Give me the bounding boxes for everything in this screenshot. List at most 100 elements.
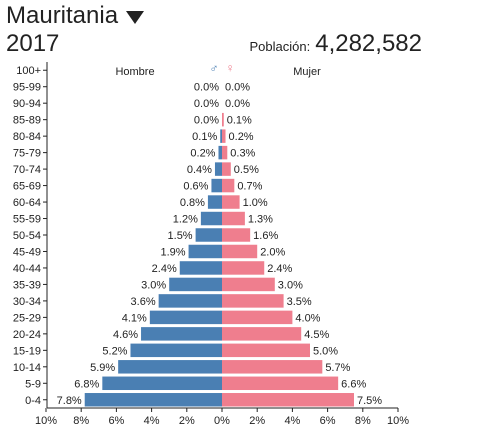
female-bar <box>222 310 293 325</box>
male-bar <box>200 211 222 226</box>
male-value-label: 1.9% <box>160 246 185 258</box>
female-bar <box>222 244 258 259</box>
female-bar <box>222 343 310 358</box>
country-selector[interactable]: Mauritania <box>6 2 145 30</box>
population-label: Población: <box>249 39 311 54</box>
female-value-label: 2.0% <box>260 246 285 258</box>
female-value-label: 1.0% <box>243 197 268 209</box>
male-bar <box>84 393 222 407</box>
male-series-label: Hombre <box>115 66 154 78</box>
female-value-label: 3.5% <box>287 296 312 308</box>
male-value-label: 1.2% <box>173 214 198 226</box>
male-value-label: 0.6% <box>183 181 208 193</box>
age-group-label: 80-84 <box>13 131 41 143</box>
female-bar <box>222 277 275 292</box>
male-bar <box>179 261 222 275</box>
male-value-label: 4.1% <box>122 312 147 324</box>
male-value-label: 3.0% <box>141 279 166 291</box>
female-value-label: 7.5% <box>357 395 382 407</box>
male-bar <box>118 360 222 374</box>
male-value-label: 3.6% <box>131 296 156 308</box>
female-value-label: 1.6% <box>253 230 278 242</box>
age-group-label: 10-14 <box>13 362 41 374</box>
male-bar <box>218 145 222 160</box>
female-value-label: 5.7% <box>325 362 350 374</box>
female-value-label: 4.0% <box>295 312 320 324</box>
male-value-label: 0.4% <box>187 164 212 176</box>
female-bar <box>222 178 235 193</box>
male-bar <box>207 195 222 209</box>
male-value-label: 6.8% <box>74 378 99 390</box>
year-label: 2017 <box>6 30 60 57</box>
female-value-label: 0.7% <box>237 181 262 193</box>
age-group-label: 20-24 <box>13 329 41 341</box>
female-value-label: 0.0% <box>225 82 250 94</box>
age-group-label: 55-59 <box>13 214 41 226</box>
male-bar <box>141 327 222 341</box>
male-value-label: 5.2% <box>102 345 127 357</box>
x-tick-label: 6% <box>108 415 124 425</box>
age-group-label: 45-49 <box>13 246 41 258</box>
country-name: Mauritania <box>6 2 119 29</box>
male-value-label: 2.4% <box>152 263 177 275</box>
male-value-label: 0.0% <box>194 115 219 127</box>
male-bar <box>188 244 222 259</box>
dropdown-triangle-icon[interactable] <box>126 10 145 24</box>
age-group-label: 35-39 <box>13 279 41 291</box>
x-tick-label: 0% <box>214 415 230 425</box>
x-tick-label: 2% <box>179 415 195 425</box>
female-bar <box>222 112 224 127</box>
female-value-label: 0.5% <box>234 164 259 176</box>
x-tick-label: 8% <box>355 415 371 425</box>
male-bar <box>149 310 222 325</box>
age-group-label: 50-54 <box>13 230 41 242</box>
female-value-label: 1.3% <box>248 214 273 226</box>
female-value-label: 0.3% <box>230 148 255 160</box>
male-bar <box>102 376 222 391</box>
female-bar <box>222 360 323 374</box>
female-value-label: 5.0% <box>313 345 338 357</box>
male-bar <box>214 162 222 176</box>
age-group-label: 40-44 <box>13 263 41 275</box>
female-bar <box>222 145 228 160</box>
female-value-label: 6.6% <box>341 378 366 390</box>
male-value-label: 0.0% <box>194 82 219 94</box>
male-value-label: 4.6% <box>113 329 138 341</box>
female-bar <box>222 228 251 242</box>
age-group-label: 65-69 <box>13 181 41 193</box>
population-value: 4,282,582 <box>315 30 422 57</box>
age-group-label: 30-34 <box>13 296 41 308</box>
female-bar <box>222 129 226 143</box>
x-tick-label: 4% <box>284 415 300 425</box>
female-symbol-icon: ♀ <box>226 61 235 75</box>
x-tick-label: 8% <box>73 415 89 425</box>
age-group-label: 90-94 <box>13 98 41 110</box>
age-group-label: 70-74 <box>13 164 41 176</box>
age-group-label: 0-4 <box>25 395 41 407</box>
female-bar <box>222 261 265 275</box>
female-bar <box>222 393 354 407</box>
x-tick-label: 10% <box>35 415 57 425</box>
age-group-label: 95-99 <box>13 82 41 94</box>
male-symbol-icon: ♂ <box>210 61 219 75</box>
male-value-label: 5.9% <box>90 362 115 374</box>
male-bar <box>195 228 222 242</box>
male-value-label: 7.8% <box>57 395 82 407</box>
age-group-label: 25-29 <box>13 312 41 324</box>
female-series-label: Mujer <box>293 66 321 78</box>
female-value-label: 0.0% <box>225 98 250 110</box>
male-bar <box>130 343 222 358</box>
female-bar <box>222 376 339 391</box>
x-tick-label: 4% <box>144 415 160 425</box>
female-bar <box>222 327 302 341</box>
x-tick-label: 10% <box>387 415 409 425</box>
female-bar <box>222 294 284 308</box>
male-value-label: 0.1% <box>192 131 217 143</box>
male-value-label: 0.0% <box>194 98 219 110</box>
female-value-label: 0.1% <box>227 115 252 127</box>
age-group-label: 15-19 <box>13 345 41 357</box>
male-value-label: 1.5% <box>168 230 193 242</box>
female-bar <box>222 211 245 226</box>
age-group-label: 75-79 <box>13 148 41 160</box>
